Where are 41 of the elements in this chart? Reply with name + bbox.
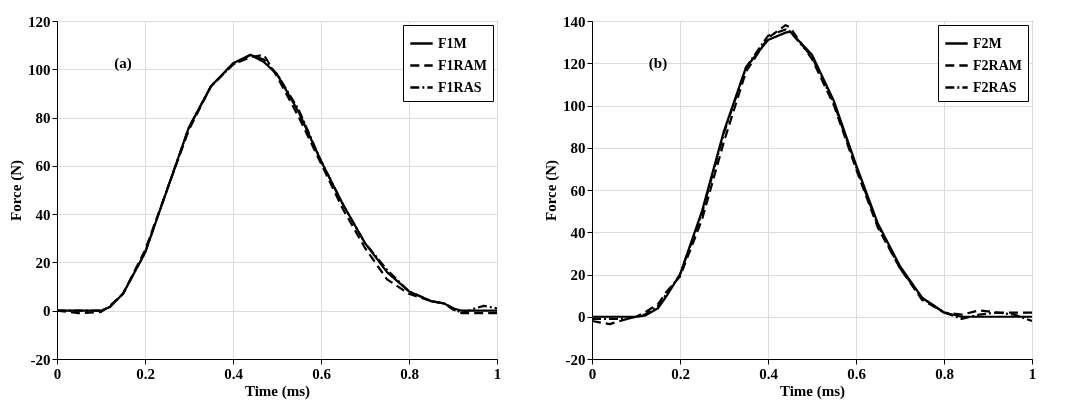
x-tick-label: 0.2	[136, 365, 155, 382]
x-tick-label: 0.4	[224, 365, 244, 382]
y-tick-label: 0	[578, 309, 586, 326]
y-tick-label: 100	[563, 98, 586, 114]
y-tick-label: -20	[30, 351, 51, 368]
x-tick-label: 0.8	[935, 365, 954, 382]
x-tick-label: 0.4	[759, 365, 779, 382]
y-tick-label: 80	[570, 140, 586, 157]
y-tick-label: 120	[28, 13, 51, 30]
y-tick-label: 20	[570, 267, 586, 283]
y-tick-label: 100	[28, 61, 51, 78]
x-tick-label: 0	[53, 365, 62, 382]
y-tick-label: 20	[35, 254, 51, 271]
x-axis-title: Time (ms)	[779, 382, 846, 400]
x-tick-label: 0.6	[847, 365, 867, 382]
y-tick-label: 60	[570, 182, 586, 199]
legend-label: F1M	[438, 35, 467, 51]
y-tick-label: 80	[35, 110, 51, 127]
x-axis-title: Time (ms)	[244, 382, 311, 400]
y-tick-label: 140	[563, 13, 586, 30]
annotation: (b)	[648, 55, 668, 72]
x-tick-label: 0.6	[312, 365, 332, 382]
y-tick-label: 60	[35, 158, 51, 175]
legend-label: F1RAS	[438, 79, 482, 95]
y-tick-label: 40	[35, 206, 51, 223]
legend-label: F2RAS	[973, 79, 1017, 95]
legend-label: F1RAM	[438, 57, 487, 73]
annotation: (a)	[114, 55, 132, 72]
x-tick-label: 1	[493, 365, 502, 382]
y-axis-title: Force (N)	[8, 160, 25, 221]
y-tick-label: 120	[563, 55, 586, 72]
y-axis-title: Force (N)	[543, 160, 560, 221]
legend-label: F2M	[973, 35, 1002, 51]
y-tick-label: 40	[570, 224, 586, 241]
x-tick-label: 0	[588, 365, 597, 382]
x-tick-label: 0.2	[671, 365, 690, 382]
x-tick-label: 1	[1028, 365, 1037, 382]
y-tick-label: -20	[565, 351, 586, 368]
y-tick-label: 0	[43, 303, 51, 320]
legend-label: F2RAM	[973, 57, 1022, 73]
x-tick-label: 0.8	[400, 365, 419, 382]
